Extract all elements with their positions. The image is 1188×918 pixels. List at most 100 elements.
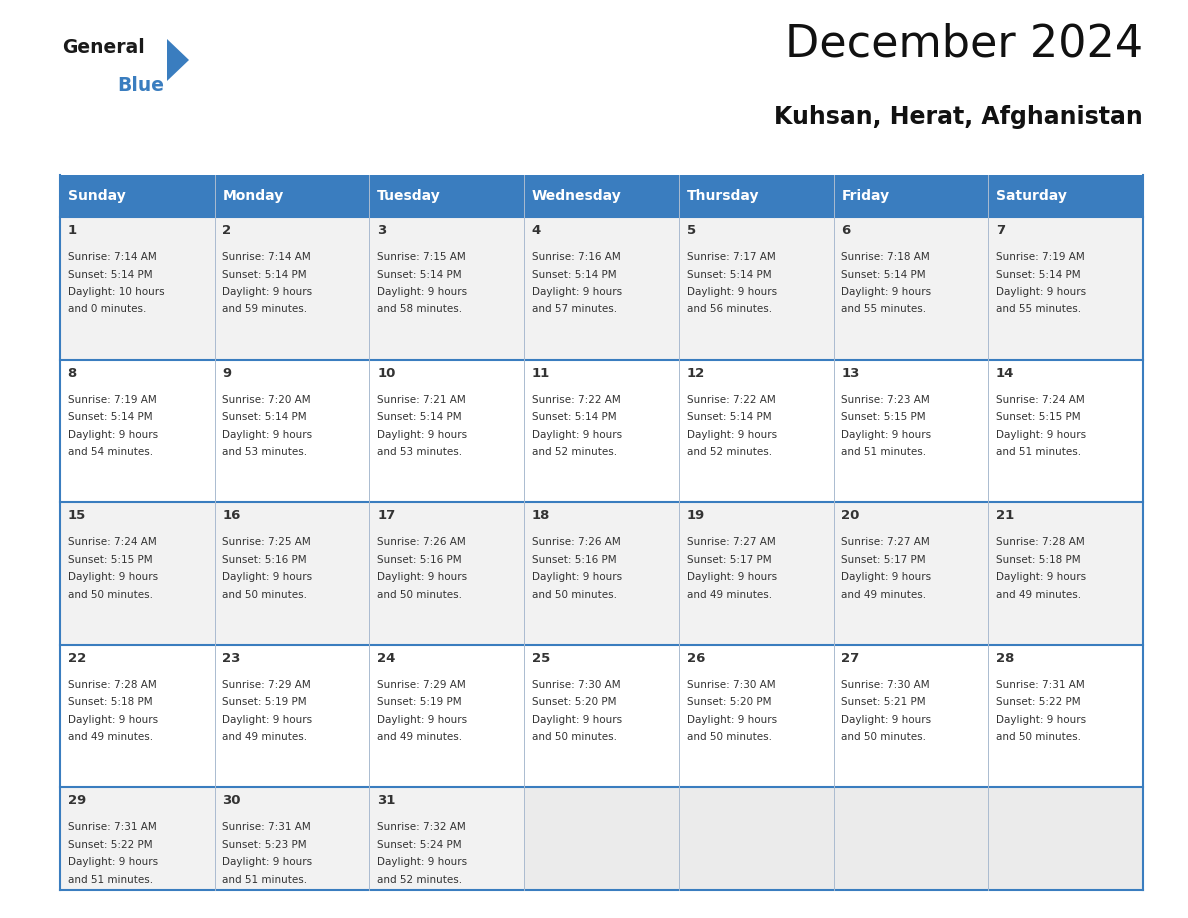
Text: Sunset: 5:14 PM: Sunset: 5:14 PM	[532, 270, 617, 279]
Bar	[61, 644, 1143, 788]
Text: Sunrise: 7:21 AM: Sunrise: 7:21 AM	[377, 395, 466, 405]
Text: Daylight: 9 hours: Daylight: 9 hours	[68, 857, 158, 868]
Text: Daylight: 9 hours: Daylight: 9 hours	[687, 430, 777, 440]
Text: Sunrise: 7:31 AM: Sunrise: 7:31 AM	[996, 679, 1085, 689]
Text: and 59 minutes.: and 59 minutes.	[222, 305, 308, 315]
Text: Sunset: 5:14 PM: Sunset: 5:14 PM	[222, 270, 307, 279]
Text: Sunrise: 7:22 AM: Sunrise: 7:22 AM	[532, 395, 620, 405]
Text: 14: 14	[996, 366, 1015, 379]
Text: Sunrise: 7:15 AM: Sunrise: 7:15 AM	[377, 252, 466, 262]
Text: Kuhsan, Herat, Afghanistan: Kuhsan, Herat, Afghanistan	[775, 105, 1143, 129]
Text: and 50 minutes.: and 50 minutes.	[222, 589, 308, 599]
Text: 29: 29	[68, 794, 86, 807]
Text: Daylight: 9 hours: Daylight: 9 hours	[377, 430, 467, 440]
Text: 4: 4	[532, 224, 541, 237]
Text: Sunset: 5:17 PM: Sunset: 5:17 PM	[841, 554, 925, 565]
Text: and 52 minutes.: and 52 minutes.	[377, 875, 462, 885]
Text: Daylight: 9 hours: Daylight: 9 hours	[532, 430, 623, 440]
Text: Sunrise: 7:30 AM: Sunrise: 7:30 AM	[841, 679, 930, 689]
Text: and 51 minutes.: and 51 minutes.	[222, 875, 308, 885]
Text: and 52 minutes.: and 52 minutes.	[532, 447, 617, 457]
Text: Daylight: 9 hours: Daylight: 9 hours	[377, 287, 467, 297]
Text: Daylight: 9 hours: Daylight: 9 hours	[222, 715, 312, 724]
Text: 26: 26	[687, 652, 704, 665]
Text: 5: 5	[687, 224, 696, 237]
Text: 22: 22	[68, 652, 86, 665]
Text: Daylight: 9 hours: Daylight: 9 hours	[532, 287, 623, 297]
Text: 28: 28	[996, 652, 1015, 665]
Text: 20: 20	[841, 509, 860, 522]
Text: Sunset: 5:14 PM: Sunset: 5:14 PM	[687, 270, 771, 279]
Bar	[678, 788, 834, 890]
Text: Daylight: 9 hours: Daylight: 9 hours	[996, 572, 1086, 582]
Text: and 56 minutes.: and 56 minutes.	[687, 305, 772, 315]
Text: Daylight: 9 hours: Daylight: 9 hours	[687, 572, 777, 582]
Text: Sunset: 5:14 PM: Sunset: 5:14 PM	[68, 270, 152, 279]
Text: Daylight: 9 hours: Daylight: 9 hours	[377, 857, 467, 868]
Text: 30: 30	[222, 794, 241, 807]
Text: Sunrise: 7:28 AM: Sunrise: 7:28 AM	[68, 679, 157, 689]
Text: and 49 minutes.: and 49 minutes.	[687, 589, 772, 599]
Text: Sunrise: 7:14 AM: Sunrise: 7:14 AM	[68, 252, 157, 262]
Text: 8: 8	[68, 366, 77, 379]
Text: Daylight: 9 hours: Daylight: 9 hours	[996, 430, 1086, 440]
Text: and 50 minutes.: and 50 minutes.	[841, 733, 927, 743]
Bar	[524, 788, 678, 890]
Text: 7: 7	[996, 224, 1005, 237]
Text: Sunset: 5:18 PM: Sunset: 5:18 PM	[68, 698, 152, 707]
Text: 6: 6	[841, 224, 851, 237]
Text: Sunrise: 7:19 AM: Sunrise: 7:19 AM	[996, 252, 1085, 262]
Text: and 49 minutes.: and 49 minutes.	[68, 733, 153, 743]
Text: Blue: Blue	[116, 76, 164, 95]
Text: 17: 17	[377, 509, 396, 522]
Text: and 54 minutes.: and 54 minutes.	[68, 447, 153, 457]
Text: Sunset: 5:14 PM: Sunset: 5:14 PM	[222, 412, 307, 422]
Text: Sunset: 5:14 PM: Sunset: 5:14 PM	[68, 412, 152, 422]
Text: and 53 minutes.: and 53 minutes.	[377, 447, 462, 457]
Text: Daylight: 9 hours: Daylight: 9 hours	[222, 430, 312, 440]
Text: Sunrise: 7:18 AM: Sunrise: 7:18 AM	[841, 252, 930, 262]
Text: Sunrise: 7:27 AM: Sunrise: 7:27 AM	[841, 537, 930, 547]
Text: Daylight: 9 hours: Daylight: 9 hours	[532, 715, 623, 724]
Text: Daylight: 9 hours: Daylight: 9 hours	[687, 715, 777, 724]
Bar	[61, 175, 1143, 217]
Text: Sunset: 5:19 PM: Sunset: 5:19 PM	[377, 698, 462, 707]
Text: Daylight: 9 hours: Daylight: 9 hours	[687, 287, 777, 297]
Text: and 57 minutes.: and 57 minutes.	[532, 305, 617, 315]
Text: Sunset: 5:24 PM: Sunset: 5:24 PM	[377, 840, 462, 850]
Text: and 51 minutes.: and 51 minutes.	[68, 875, 153, 885]
Text: Daylight: 9 hours: Daylight: 9 hours	[841, 715, 931, 724]
Text: Daylight: 10 hours: Daylight: 10 hours	[68, 287, 164, 297]
Text: Sunset: 5:14 PM: Sunset: 5:14 PM	[687, 412, 771, 422]
Text: Daylight: 9 hours: Daylight: 9 hours	[68, 430, 158, 440]
Text: General: General	[62, 38, 145, 57]
Text: Sunrise: 7:28 AM: Sunrise: 7:28 AM	[996, 537, 1085, 547]
Text: Daylight: 9 hours: Daylight: 9 hours	[377, 572, 467, 582]
Text: Sunset: 5:20 PM: Sunset: 5:20 PM	[687, 698, 771, 707]
Text: Sunset: 5:15 PM: Sunset: 5:15 PM	[996, 412, 1081, 422]
Text: and 50 minutes.: and 50 minutes.	[996, 733, 1081, 743]
Polygon shape	[168, 39, 189, 81]
Text: Sunrise: 7:19 AM: Sunrise: 7:19 AM	[68, 395, 157, 405]
Text: Sunrise: 7:24 AM: Sunrise: 7:24 AM	[68, 537, 157, 547]
Text: Daylight: 9 hours: Daylight: 9 hours	[841, 430, 931, 440]
Text: Sunrise: 7:23 AM: Sunrise: 7:23 AM	[841, 395, 930, 405]
Text: Sunset: 5:19 PM: Sunset: 5:19 PM	[222, 698, 307, 707]
Text: December 2024: December 2024	[785, 22, 1143, 65]
Text: and 58 minutes.: and 58 minutes.	[377, 305, 462, 315]
Text: and 55 minutes.: and 55 minutes.	[996, 305, 1081, 315]
Text: 18: 18	[532, 509, 550, 522]
Text: 9: 9	[222, 366, 232, 379]
Text: and 49 minutes.: and 49 minutes.	[377, 733, 462, 743]
Text: Sunrise: 7:20 AM: Sunrise: 7:20 AM	[222, 395, 311, 405]
Text: Sunset: 5:14 PM: Sunset: 5:14 PM	[377, 270, 462, 279]
Text: Sunset: 5:14 PM: Sunset: 5:14 PM	[532, 412, 617, 422]
Text: Sunrise: 7:26 AM: Sunrise: 7:26 AM	[377, 537, 466, 547]
Text: and 49 minutes.: and 49 minutes.	[222, 733, 308, 743]
Text: Sunset: 5:14 PM: Sunset: 5:14 PM	[377, 412, 462, 422]
Text: Sunrise: 7:30 AM: Sunrise: 7:30 AM	[532, 679, 620, 689]
Bar	[61, 360, 1143, 502]
Text: and 50 minutes.: and 50 minutes.	[687, 733, 771, 743]
Text: 3: 3	[377, 224, 386, 237]
Text: 10: 10	[377, 366, 396, 379]
